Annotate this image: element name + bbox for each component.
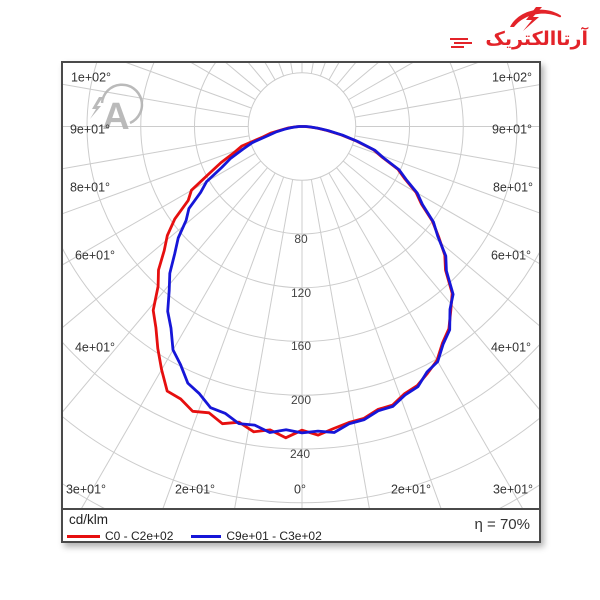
brand-logo: آرتاالکتریک — [448, 6, 590, 58]
radius-tick-label: 160 — [291, 339, 311, 353]
curve-c90-c270 — [166, 125, 455, 435]
radius-tick-label: 80 — [294, 232, 308, 246]
legend-line-blue — [191, 534, 222, 538]
angle-tick-label: 1e+02° — [492, 71, 532, 85]
angle-tick-label: 9e+01° — [70, 123, 110, 137]
legend: cd/klm C0 - C2e+02 C9e+01 - C3e+02 η = 7… — [63, 508, 539, 543]
angle-tick-label: 6e+01° — [75, 249, 115, 263]
angle-tick-label: 4e+01° — [75, 341, 115, 355]
angle-tick-label: 2e+01° — [391, 483, 431, 497]
radius-tick-label: 120 — [291, 286, 311, 300]
radius-tick-label: 200 — [291, 393, 311, 407]
angle-tick-label: 8e+01° — [493, 181, 533, 195]
angle-tick-label: 4e+01° — [491, 341, 531, 355]
lightning-swoosh-icon — [510, 7, 562, 31]
angle-tick-label: 6e+01° — [491, 249, 531, 263]
polar-diagram-panel: A 1e+02° 9e+01° 8e+01° 6e+01° 4e+01° 3e+01° 2e+… — [61, 61, 541, 543]
angle-tick-label: 0° — [294, 483, 306, 497]
legend-line-red — [67, 534, 100, 538]
angle-tick-label: 1e+02° — [71, 71, 111, 85]
angle-tick-label: 8e+01° — [70, 181, 110, 195]
svg-text:A: A — [102, 96, 129, 138]
unit-label: cd/klm — [69, 512, 109, 527]
legend-label-c90-plane: C9e+01 - C3e+02 — [226, 529, 322, 543]
polar-grid — [63, 63, 539, 508]
legend-label-c0-plane: C0 - C2e+02 — [105, 529, 174, 543]
watermark-logo: A — [90, 83, 144, 138]
angle-tick-label: 3e+01° — [66, 483, 106, 497]
angle-tick-label: 2e+01° — [175, 483, 215, 497]
legend-entries: C0 - C2e+02 C9e+01 - C3e+02 — [67, 529, 322, 543]
speed-lines-icon — [450, 38, 472, 48]
angle-tick-label: 9e+01° — [492, 123, 532, 137]
polar-chart: A 1e+02° 9e+01° 8e+01° 6e+01° 4e+01° 3e+01° 2e+… — [63, 63, 539, 508]
angle-tick-label: 3e+01° — [493, 483, 533, 497]
radius-tick-label: 240 — [290, 447, 310, 461]
efficiency-value: η = 70% — [474, 516, 530, 533]
brand-name: آرتاالکتریک — [485, 29, 588, 50]
